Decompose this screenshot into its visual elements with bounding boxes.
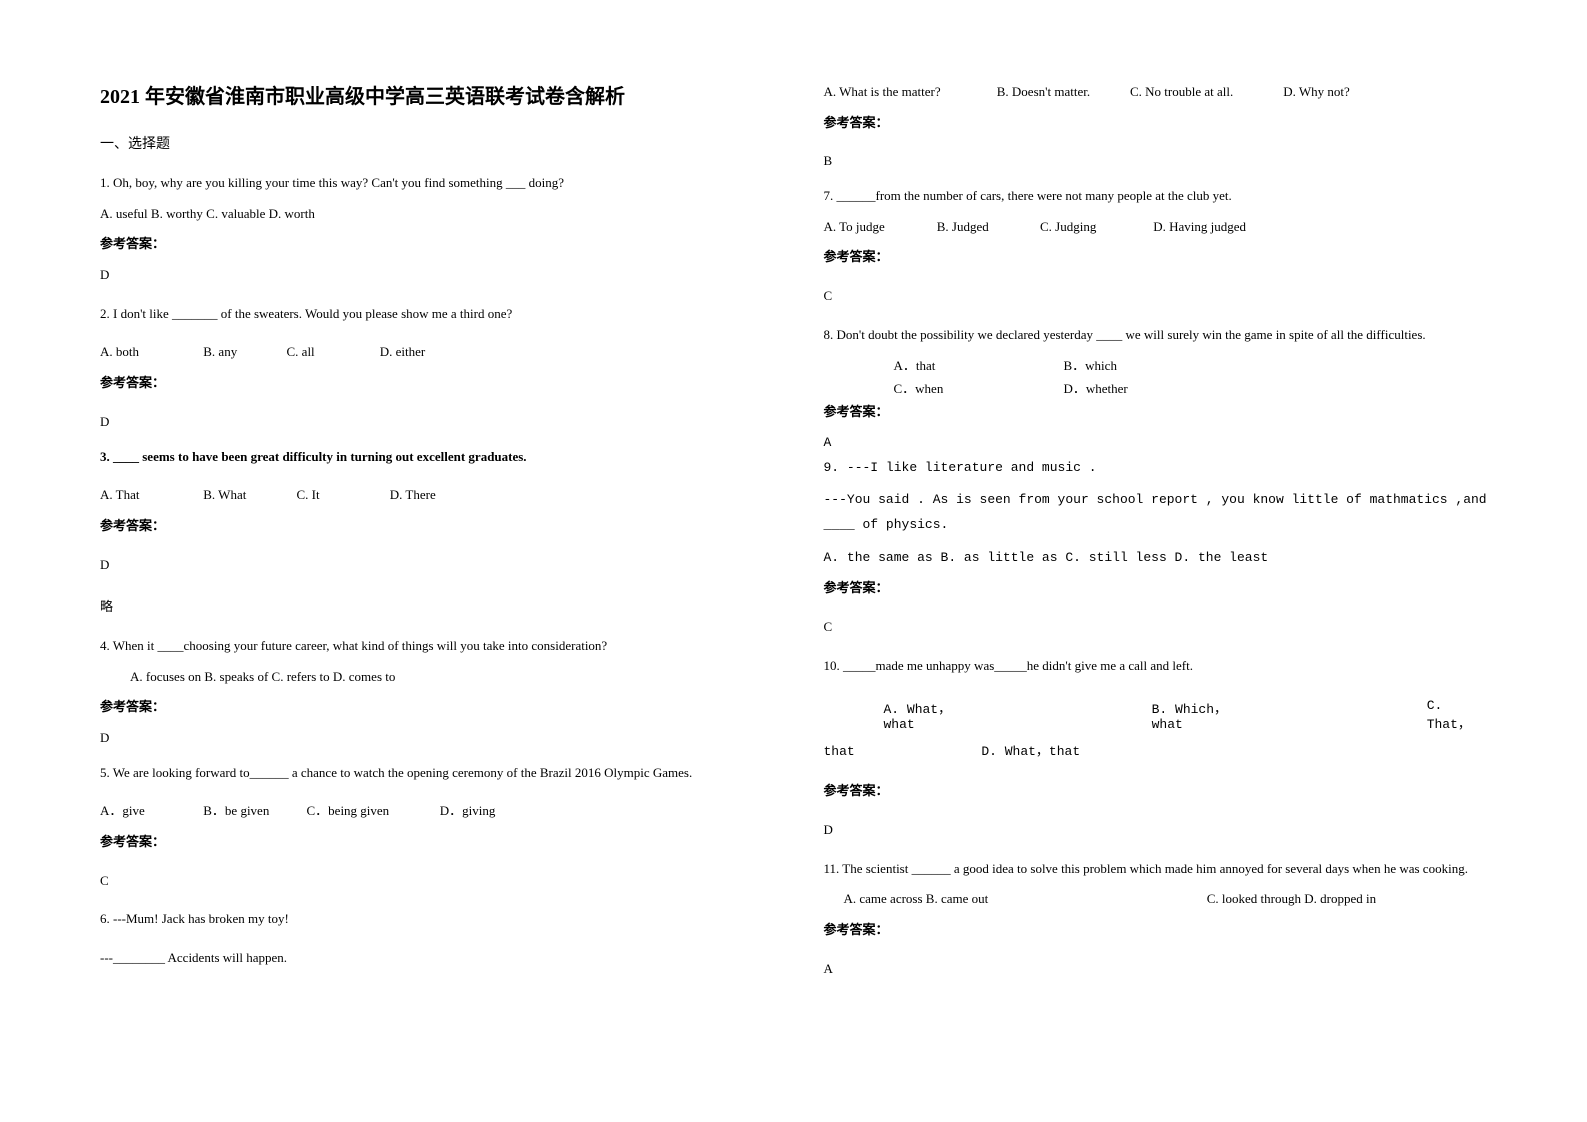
q6-answer: B	[824, 149, 1488, 174]
q11-opts-right: C. looked through D. dropped in	[1207, 891, 1376, 906]
q9-options: A. the same as B. as little as C. still …	[824, 546, 1488, 571]
q8-opt-c: C．when	[894, 377, 1064, 400]
q6-opt-d: D. Why not?	[1283, 84, 1350, 99]
q2-opt-a: A. both	[100, 340, 200, 365]
q2-opt-b: B. any	[203, 340, 283, 365]
q6-line2: ---________ Accidents will happen.	[100, 946, 764, 971]
q3-opt-a: A. That	[100, 483, 200, 508]
q11-text: 11. The scientist ______ a good idea to …	[824, 857, 1488, 882]
q6-options: A. What is the matter? B. Doesn't matter…	[824, 80, 1488, 105]
q3-answer-label: 参考答案：	[100, 514, 764, 539]
q7-opt-a: A. To judge	[824, 215, 934, 240]
q9-line2: ---You said . As is seen from your schoo…	[824, 488, 1488, 537]
q4-answer: D	[100, 726, 764, 751]
q10-options-line1: A. What，what B. Which，what C. That，	[824, 698, 1488, 732]
q10-options-line2: that D. What，that	[824, 740, 1488, 765]
q7-opt-d: D. Having judged	[1153, 219, 1246, 234]
q1-answer: D	[100, 263, 764, 288]
q1-answer-label: 参考答案：	[100, 232, 764, 257]
q9-line1: 9. ---I like literature and music .	[824, 456, 1488, 481]
q5-opt-d: D．giving	[440, 803, 496, 818]
q3-opt-b: B. What	[203, 483, 293, 508]
q6-opt-c: C. No trouble at all.	[1130, 80, 1280, 105]
right-column: A. What is the matter? B. Doesn't matter…	[824, 80, 1488, 991]
q8-opt-d: D．whether	[1064, 377, 1234, 400]
q8-options: A．that B．which C．when D．whether	[824, 354, 1488, 401]
q7-opt-c: C. Judging	[1040, 215, 1150, 240]
q10-answer-label: 参考答案：	[824, 779, 1488, 804]
q10-opt-c: C. That，	[1427, 698, 1487, 732]
q6-opt-b: B. Doesn't matter.	[997, 80, 1127, 105]
page-title: 2021 年安徽省淮南市职业高级中学高三英语联考试卷含解析	[100, 80, 764, 109]
q7-options: A. To judge B. Judged C. Judging D. Havi…	[824, 215, 1488, 240]
q10-line2-a: that	[824, 740, 974, 765]
q10-opt-b: B. Which，what	[1152, 698, 1247, 732]
q5-opt-a: A．give	[100, 799, 200, 824]
exam-page: 2021 年安徽省淮南市职业高级中学高三英语联考试卷含解析 一、选择题 1. O…	[100, 80, 1487, 991]
q6-opt-a: A. What is the matter?	[824, 80, 994, 105]
q7-text: 7. ______from the number of cars, there …	[824, 184, 1488, 209]
q4-options: A. focuses on B. speaks of C. refers to …	[100, 665, 764, 690]
q1-text: 1. Oh, boy, why are you killing your tim…	[100, 171, 764, 196]
q10-line2-b: D. What，that	[981, 744, 1080, 759]
q10-text: 10. _____made me unhappy was_____he didn…	[824, 654, 1488, 679]
q3-opt-d: D. There	[390, 487, 436, 502]
q2-answer-label: 参考答案：	[100, 371, 764, 396]
q6-line1: 6. ---Mum! Jack has broken my toy!	[100, 907, 764, 932]
q3-note: 略	[100, 595, 764, 620]
q8-opt-b: B．which	[1064, 354, 1234, 377]
q7-opt-b: B. Judged	[937, 215, 1037, 240]
q2-answer: D	[100, 410, 764, 435]
q5-opt-b: B．be given	[203, 799, 303, 824]
q3-options: A. That B. What C. It D. There	[100, 483, 764, 508]
q10-opt-a: A. What，what	[884, 698, 972, 732]
q5-text: 5. We are looking forward to______ a cha…	[100, 761, 764, 786]
q11-options: A. came across B. came out C. looked thr…	[824, 887, 1488, 912]
q7-answer: C	[824, 284, 1488, 309]
q9-answer: C	[824, 615, 1488, 640]
q7-answer-label: 参考答案：	[824, 245, 1488, 270]
q2-options: A. both B. any C. all D. either	[100, 340, 764, 365]
q11-answer: A	[824, 957, 1488, 982]
q2-opt-c: C. all	[287, 340, 377, 365]
q3-answer: D	[100, 553, 764, 578]
q3-opt-c: C. It	[297, 483, 387, 508]
q1-options: A. useful B. worthy C. valuable D. worth	[100, 202, 764, 227]
q4-answer-label: 参考答案：	[100, 695, 764, 720]
q6-answer-label: 参考答案：	[824, 111, 1488, 136]
q8-answer: A	[824, 431, 1488, 456]
q8-text: 8. Don't doubt the possibility we declar…	[824, 323, 1488, 348]
q5-answer-label: 参考答案：	[100, 830, 764, 855]
q10-answer: D	[824, 818, 1488, 843]
q2-text: 2. I don't like _______ of the sweaters.…	[100, 302, 764, 327]
q3-text: 3. ____ seems to have been great difficu…	[100, 445, 764, 470]
q5-opt-c: C．being given	[307, 799, 437, 824]
q8-opt-a: A．that	[894, 354, 1064, 377]
q11-answer-label: 参考答案：	[824, 918, 1488, 943]
section-header: 一、选择题	[100, 133, 764, 153]
q2-opt-d: D. either	[380, 344, 425, 359]
q4-text: 4. When it ____choosing your future care…	[100, 634, 764, 659]
q11-opts-left: A. came across B. came out	[844, 887, 1204, 912]
q8-answer-label: 参考答案：	[824, 400, 1488, 425]
q5-options: A．give B．be given C．being given D．giving	[100, 799, 764, 824]
q9-answer-label: 参考答案：	[824, 576, 1488, 601]
left-column: 2021 年安徽省淮南市职业高级中学高三英语联考试卷含解析 一、选择题 1. O…	[100, 80, 764, 991]
q5-answer: C	[100, 869, 764, 894]
